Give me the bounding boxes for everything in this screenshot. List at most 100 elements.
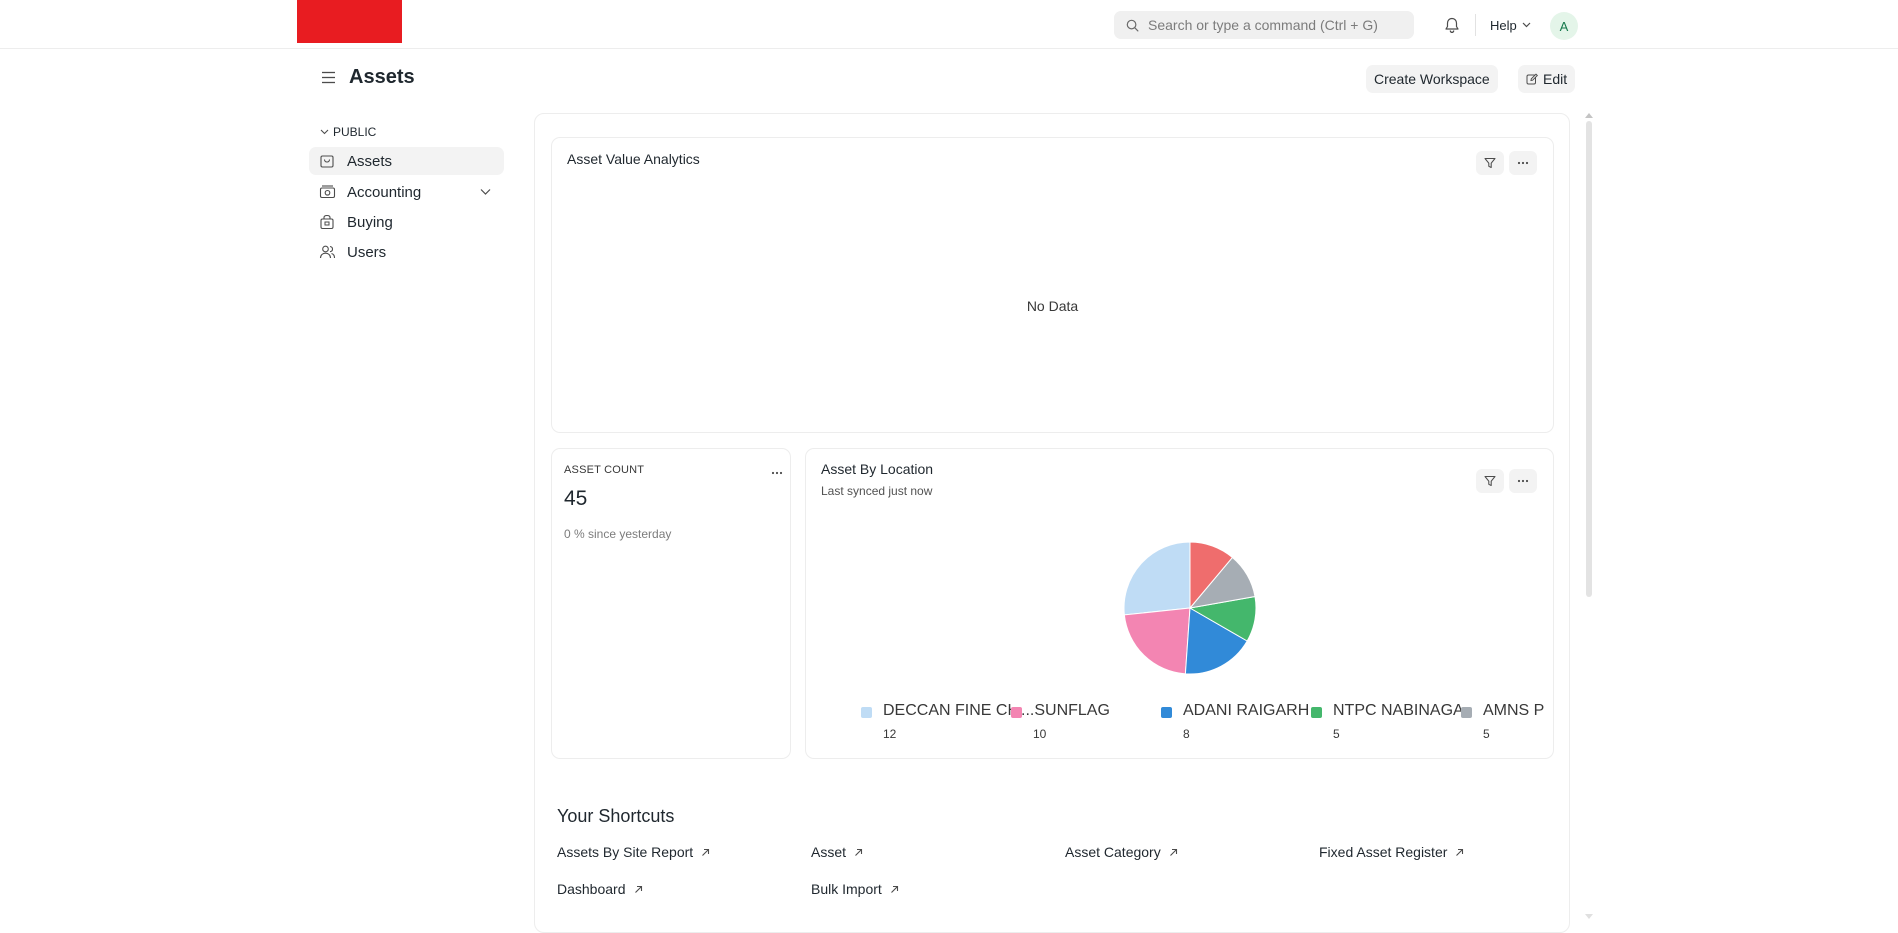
chart-legend: DECCAN FINE CH 12 ...SUNFLAG 10 ADANI RA… (861, 702, 1561, 746)
legend-label: NTPC NABINAGA (1333, 702, 1461, 719)
chart-title: Asset Value Analytics (567, 151, 700, 167)
ellipsis-icon (1517, 479, 1529, 483)
sidebar-item-label: Accounting (347, 183, 422, 201)
shortcut-label: Assets By Site Report (557, 844, 694, 860)
legend-swatch (861, 707, 872, 718)
arrow-up-right-icon (634, 885, 642, 893)
number-card-label: ASSET COUNT (564, 464, 645, 476)
edit-icon (1526, 73, 1538, 85)
help-dropdown[interactable]: Help (1490, 15, 1531, 35)
shortcut-link[interactable]: Assets By Site Report (557, 844, 710, 860)
workspace-content: Asset Value Analytics No Data ASSET COUN… (534, 113, 1570, 933)
legend-label: AMNS P (1483, 702, 1545, 719)
asset-count-card: ASSET COUNT 45 0 % since yesterday (551, 448, 791, 759)
filter-button[interactable] (1476, 469, 1504, 493)
users-icon (318, 243, 336, 261)
search-bar[interactable] (1114, 11, 1414, 39)
sidebar-item-accounting[interactable]: Accounting (309, 178, 504, 206)
pie-slice-adani-raigarh[interactable] (1184, 607, 1248, 675)
legend-swatch (1311, 707, 1322, 718)
company-logo[interactable] (297, 0, 402, 43)
shortcut-link[interactable]: Fixed Asset Register (1319, 844, 1464, 860)
last-synced-text: Last synced just now (821, 484, 933, 498)
legend-item: AMNS P 5 (1461, 702, 1561, 746)
legend-value: 5 (1333, 727, 1340, 741)
asset-location-pie-chart (1123, 541, 1257, 675)
user-avatar[interactable]: A (1550, 12, 1578, 40)
search-input[interactable] (1148, 17, 1408, 33)
ellipsis-icon (1517, 161, 1529, 165)
shortcut-link[interactable]: Asset (811, 844, 863, 860)
number-card-value: 45 (564, 487, 588, 510)
chevron-down-icon (1522, 22, 1531, 28)
pie-slice-deccan-fine-ch[interactable] (1123, 541, 1191, 616)
legend-value: 8 (1183, 727, 1190, 741)
no-data-message: No Data (1026, 298, 1079, 314)
sidebar-section-public[interactable]: PUBLIC (320, 125, 376, 139)
legend-item: DECCAN FINE CH 12 (861, 702, 1011, 746)
shortcut-label: Asset (811, 844, 847, 860)
scroll-thumb[interactable] (1586, 121, 1592, 597)
create-workspace-button[interactable]: Create Workspace (1366, 65, 1498, 93)
arrow-up-right-icon (890, 885, 898, 893)
pie-slice-sunflag[interactable] (1123, 607, 1191, 675)
shortcuts-heading: Your Shortcuts (557, 806, 675, 826)
sidebar-item-buying[interactable]: Buying (309, 208, 504, 236)
legend-item: NTPC NABINAGA 5 (1311, 702, 1461, 746)
sidebar-section-label: PUBLIC (333, 125, 377, 139)
create-workspace-label: Create Workspace (1374, 71, 1490, 87)
ellipsis-icon (771, 471, 783, 475)
legend-swatch (1011, 707, 1022, 718)
asset-value-chart-card: Asset Value Analytics No Data (551, 137, 1554, 433)
scroll-down-arrow[interactable] (1585, 914, 1593, 919)
shortcut-link[interactable]: Asset Category (1065, 844, 1178, 860)
legend-item: ...SUNFLAG 10 (1011, 702, 1161, 746)
legend-swatch (1161, 707, 1172, 718)
sidebar-item-label: Buying (347, 213, 393, 231)
edit-button[interactable]: Edit (1518, 65, 1576, 93)
legend-value: 5 (1483, 727, 1490, 741)
arrow-up-right-icon (702, 848, 710, 856)
more-options-button[interactable] (1509, 151, 1537, 175)
filter-button[interactable] (1476, 151, 1504, 175)
more-options-button[interactable] (771, 462, 783, 480)
accounting-icon (318, 183, 336, 201)
more-options-button[interactable] (1509, 469, 1537, 493)
shortcut-label: Dashboard (557, 881, 626, 897)
navbar-divider (1475, 14, 1476, 36)
buying-icon (318, 213, 336, 231)
chart-title: Asset By Location (821, 461, 934, 477)
legend-label: ADANI RAIGARH (1183, 702, 1310, 719)
sidebar-item-assets[interactable]: Assets (309, 147, 504, 175)
sidebar-item-label: Users (347, 243, 387, 261)
content-scrollbar[interactable] (1585, 113, 1593, 919)
legend-label: DECCAN FINE CH (883, 702, 1011, 719)
notifications-button[interactable] (1442, 14, 1462, 36)
asset-by-location-card: Asset By Location Last synced just now D… (805, 448, 1554, 759)
search-icon (1126, 19, 1139, 31)
edit-label: Edit (1543, 71, 1568, 87)
arrow-up-right-icon (1456, 848, 1464, 856)
scroll-up-arrow[interactable] (1585, 113, 1593, 118)
sidebar-item-label: Assets (347, 152, 393, 170)
legend-swatch (1461, 707, 1472, 718)
arrow-up-right-icon (1169, 848, 1177, 856)
legend-item: ADANI RAIGARH 8 (1161, 702, 1311, 746)
page-title: Assets (349, 66, 415, 88)
legend-label: ...SUNFLAG (1021, 702, 1110, 719)
asset-bag-icon (318, 152, 336, 170)
shortcut-link[interactable]: Bulk Import (811, 881, 899, 897)
sidebar-toggle-button[interactable] (320, 69, 337, 86)
chevron-down-icon[interactable] (479, 185, 492, 198)
number-card-change: 0 % since yesterday (564, 527, 672, 541)
shortcut-label: Asset Category (1065, 844, 1161, 860)
shortcut-link[interactable]: Dashboard (557, 881, 643, 897)
avatar-initial: A (1559, 18, 1569, 34)
sidebar-item-users[interactable]: Users (309, 238, 504, 266)
filter-icon (1484, 157, 1496, 169)
filter-icon (1484, 475, 1496, 487)
bell-icon (1445, 17, 1459, 33)
shortcut-label: Fixed Asset Register (1319, 844, 1448, 860)
pie-slice-other[interactable] (1189, 541, 1234, 610)
shortcut-label: Bulk Import (811, 881, 882, 897)
